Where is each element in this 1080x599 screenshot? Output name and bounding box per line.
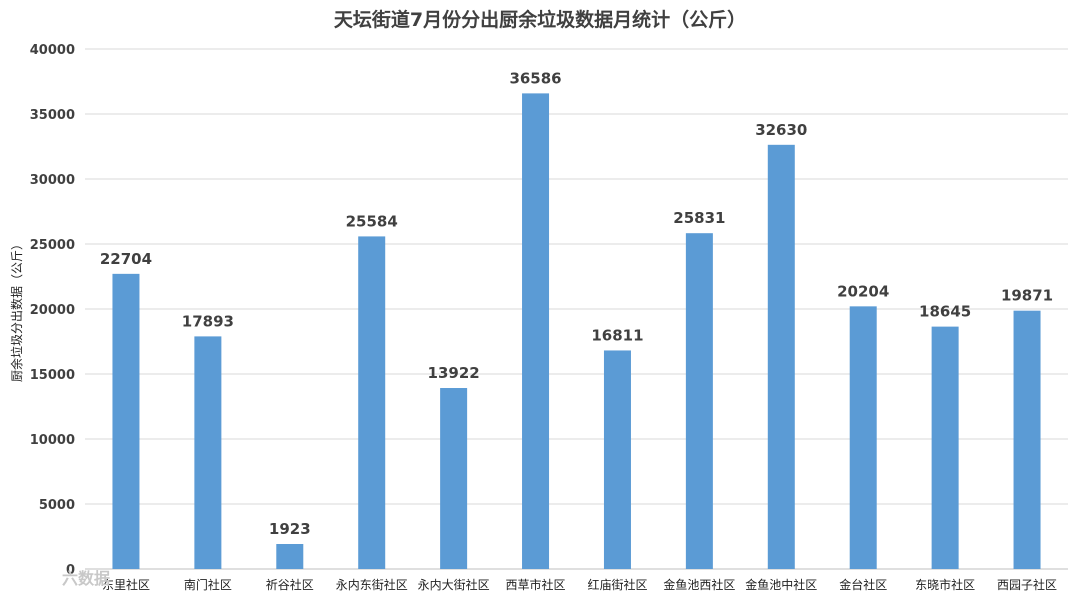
y-axis-label: 厨余垃圾分出数据（公斤） bbox=[9, 238, 24, 382]
y-tick-label: 25000 bbox=[30, 238, 75, 253]
y-tick-label: 0 bbox=[66, 563, 75, 578]
data-label: 1923 bbox=[269, 520, 311, 538]
x-tick-label: 红庙街社区 bbox=[587, 577, 647, 592]
y-tick-label: 40000 bbox=[30, 43, 75, 58]
x-tick-label: 东里社区 bbox=[102, 577, 150, 592]
bar bbox=[522, 93, 550, 569]
data-label: 22704 bbox=[100, 250, 152, 268]
bar bbox=[112, 273, 140, 569]
bar bbox=[685, 233, 713, 569]
x-tick-label: 金鱼池西社区 bbox=[663, 577, 735, 592]
chart-title: 天坛街道7月份分出厨余垃圾数据月统计（公斤） bbox=[334, 8, 746, 31]
bar bbox=[849, 306, 877, 569]
data-label: 13922 bbox=[428, 364, 480, 382]
bar bbox=[276, 544, 304, 569]
y-axis-ticks: 0 5000 10000 15000 20000 25000 30000 35000 40000 bbox=[30, 43, 75, 578]
bars: 22704 17893 1923 25584 13922 36586 16811 25831 3… bbox=[100, 69, 1053, 569]
x-tick-label: 金台社区 bbox=[839, 577, 887, 592]
x-tick-label: 祈谷社区 bbox=[266, 577, 314, 592]
x-tick-label: 金鱼池中社区 bbox=[745, 577, 817, 592]
data-label: 25831 bbox=[673, 209, 725, 227]
data-label: 20204 bbox=[837, 282, 889, 300]
data-label: 18645 bbox=[919, 303, 971, 321]
y-tick-label: 5000 bbox=[39, 498, 75, 513]
bar bbox=[767, 144, 795, 569]
gridlines bbox=[85, 48, 1068, 570]
bar bbox=[931, 326, 959, 569]
x-tick-label: 南门社区 bbox=[184, 577, 232, 592]
bar bbox=[358, 236, 386, 569]
y-tick-label: 20000 bbox=[30, 303, 75, 318]
x-tick-label: 永内大街社区 bbox=[418, 577, 490, 592]
x-tick-label: 永内东街社区 bbox=[336, 577, 408, 592]
x-axis-ticks: 东里社区 南门社区 祈谷社区 永内东街社区 永内大街社区 西草市社区 红庙街社区 金鱼池西社区… bbox=[102, 577, 1057, 592]
bar bbox=[1013, 310, 1041, 569]
x-tick-label: 西园子社区 bbox=[997, 577, 1057, 592]
bar bbox=[603, 350, 631, 569]
x-tick-label: 西草市社区 bbox=[506, 577, 566, 592]
watermark-text: 六数据 bbox=[62, 569, 110, 588]
data-label: 25584 bbox=[346, 212, 398, 230]
data-label: 16811 bbox=[591, 326, 643, 344]
y-tick-label: 35000 bbox=[30, 108, 75, 123]
x-tick-label: 东晓市社区 bbox=[915, 577, 975, 592]
y-tick-label: 10000 bbox=[30, 433, 75, 448]
data-label: 32630 bbox=[755, 121, 807, 139]
y-tick-label: 15000 bbox=[30, 368, 75, 383]
y-tick-label: 30000 bbox=[30, 173, 75, 188]
data-label: 36586 bbox=[509, 69, 561, 87]
bar bbox=[440, 388, 468, 569]
data-label: 17893 bbox=[182, 312, 234, 330]
data-label: 19871 bbox=[1001, 287, 1053, 305]
bar bbox=[194, 336, 222, 569]
